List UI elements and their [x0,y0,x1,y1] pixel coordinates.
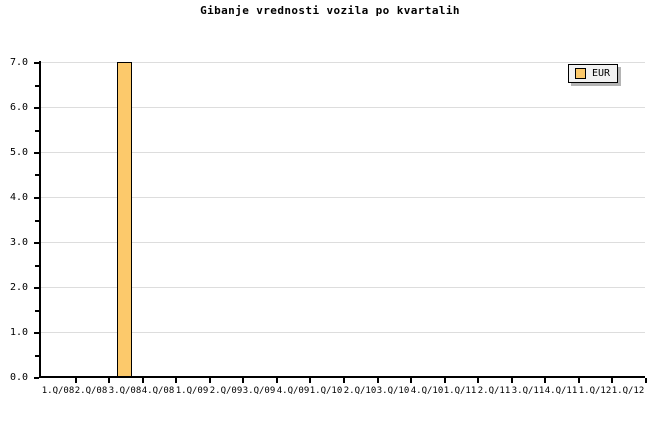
x-axis-tick-label: 1.Q/10 [309,386,343,396]
x-tick [142,378,144,383]
y-tick-minor [35,220,39,222]
x-axis-tick-label: 3.Q/08 [108,386,142,396]
y-tick-major [34,332,39,334]
x-tick [611,378,613,383]
x-tick [645,378,647,383]
y-tick-minor [35,310,39,312]
x-axis-line [39,376,645,378]
y-tick-minor [35,355,39,357]
y-axis-tick-label: 4.0 [9,192,28,203]
y-tick-minor [35,265,39,267]
x-axis-tick-label: 4.Q/08 [141,386,175,396]
x-tick [108,378,110,383]
x-tick [544,378,546,383]
y-tick-major [34,62,39,64]
x-axis-tick-label: 4.Q/09 [276,386,310,396]
x-axis-tick-label: 4.Q/11 [544,386,578,396]
gridline [41,332,645,333]
y-axis-tick-label: 1.0 [9,327,28,338]
y-tick-minor [35,130,39,132]
x-tick [578,378,580,383]
y-axis-tick-label: 3.0 [9,237,28,248]
x-tick [477,378,479,383]
y-axis-tick-label: 2.0 [9,282,28,293]
x-axis-tick-label: 1.Q/11 [443,386,477,396]
gridline [41,287,645,288]
x-tick [343,378,345,383]
y-tick-major [34,197,39,199]
x-axis-tick-label: 2.Q/08 [74,386,108,396]
x-axis-tick-label: 4.Q/10 [410,386,444,396]
x-tick [309,378,311,383]
y-tick-major [34,242,39,244]
legend-label-eur: EUR [592,68,611,79]
y-tick-major [34,152,39,154]
x-axis-tick-label: 2.Q/09 [209,386,243,396]
x-axis-tick-label: 3.Q/09 [242,386,276,396]
x-tick [410,378,412,383]
x-tick [175,378,177,383]
gridline [41,242,645,243]
x-axis-tick-label: 3.Q/11 [511,386,545,396]
x-axis-tick-label: 1.Q/12 [611,386,645,396]
gridline [41,197,645,198]
x-axis-tick-label: 1.Q/09 [175,386,209,396]
x-tick [242,378,244,383]
bar[interactable] [117,62,132,377]
y-tick-minor [35,174,39,176]
y-tick-major [34,107,39,109]
legend[interactable]: EUR [568,64,619,83]
y-tick-major [34,287,39,289]
x-tick [377,378,379,383]
plot-area [41,62,645,377]
y-axis-tick-label: 5.0 [9,147,28,158]
y-tick-major [34,377,39,379]
y-tick-minor [35,85,39,87]
x-tick [75,378,77,383]
x-axis-tick-label: 2.Q/10 [343,386,377,396]
x-axis-tick-label: 1.Q/12 [578,386,612,396]
y-axis-tick-label: 6.0 [9,102,28,113]
chart-title: Gibanje vrednosti vozila po kvartalih [200,4,460,17]
y-axis-tick-label: 0.0 [9,372,28,383]
x-tick [444,378,446,383]
y-axis-line [39,61,41,378]
x-axis-tick-label: 2.Q/11 [477,386,511,396]
x-axis-tick-label: 3.Q/10 [376,386,410,396]
gridline [41,62,645,63]
legend-swatch-eur [575,68,586,79]
gridline [41,152,645,153]
x-tick [276,378,278,383]
x-axis-tick-label: 1.Q/08 [41,386,75,396]
x-tick [511,378,513,383]
x-tick [209,378,211,383]
gridline [41,107,645,108]
y-axis-tick-label: 7.0 [9,57,28,68]
